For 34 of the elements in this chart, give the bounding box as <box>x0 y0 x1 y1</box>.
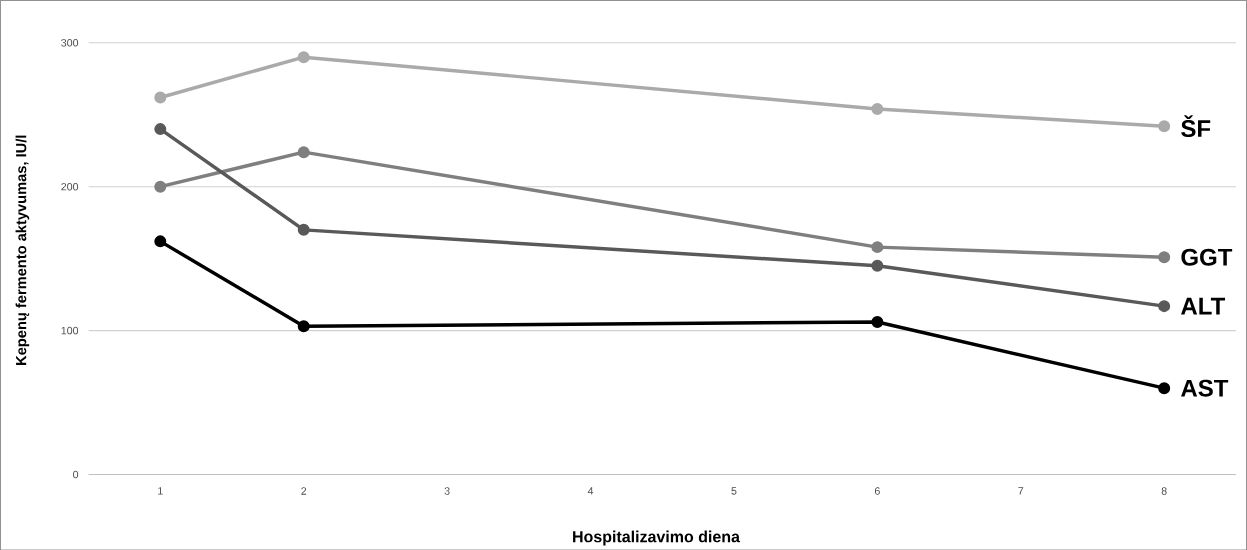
point <box>871 240 884 253</box>
x-tick-label: 5 <box>731 486 737 495</box>
y-axis-title: Kepenų fermento aktyvumas, IU/l <box>15 135 30 365</box>
series-label: ŠF <box>1181 115 1211 137</box>
series-label: ALT <box>1181 297 1226 315</box>
x-axis-title: Hospitalizavimo diena <box>573 530 741 546</box>
point <box>297 50 310 63</box>
y-tick-label: 300 <box>61 38 79 47</box>
point <box>1158 120 1171 133</box>
point <box>297 320 310 333</box>
point <box>1158 299 1171 312</box>
y-tick-label: 0 <box>73 470 79 479</box>
y-tick-label: 200 <box>61 182 79 191</box>
x-tick-label: 1 <box>158 486 163 495</box>
point <box>154 122 167 135</box>
point <box>154 91 167 104</box>
point <box>154 180 167 193</box>
x-tick-label: 8 <box>1161 486 1167 495</box>
point <box>871 259 884 272</box>
point <box>297 223 310 236</box>
point <box>297 145 310 158</box>
point <box>1158 250 1171 263</box>
point <box>871 102 884 115</box>
x-tick-label: 7 <box>1018 486 1024 495</box>
x-tick-label: 6 <box>874 486 880 495</box>
y-tick-label: 100 <box>61 326 79 335</box>
point <box>1158 381 1171 394</box>
series-label: GGT <box>1181 248 1233 266</box>
x-tick-label: 2 <box>301 486 307 495</box>
point <box>154 235 167 248</box>
point <box>871 315 884 328</box>
x-tick-label: 4 <box>587 486 594 495</box>
series-label: AST <box>1181 379 1229 397</box>
x-tick-label: 3 <box>444 486 450 495</box>
